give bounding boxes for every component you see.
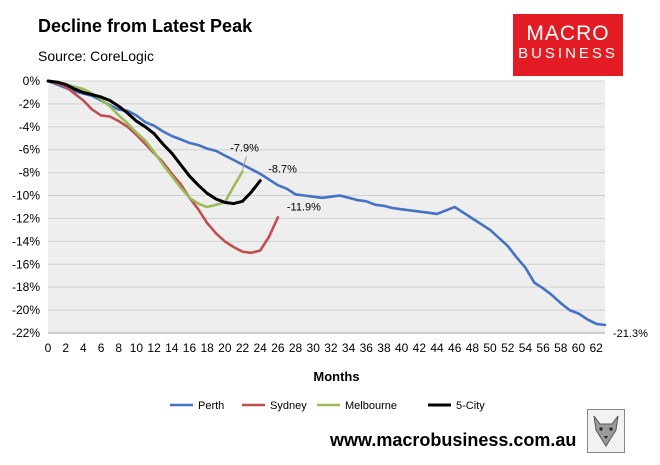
x-tick-label: 38 [377, 341, 391, 355]
plot-area [48, 81, 605, 333]
data-label-melbourne: -7.9% [230, 142, 259, 154]
x-tick-label: 34 [342, 341, 356, 355]
x-tick-label: 56 [536, 341, 550, 355]
data-label-perth: -21.3% [613, 328, 648, 340]
y-tick-label: -18% [12, 280, 40, 294]
x-tick-label: 50 [483, 341, 497, 355]
legend-label-sydney: Sydney [270, 400, 307, 412]
x-tick-label: 28 [289, 341, 303, 355]
x-tick-label: 10 [130, 341, 144, 355]
x-tick-label: 46 [448, 341, 462, 355]
macro-business-logo: MACRO BUSINESS [513, 14, 623, 76]
website-url: www.macrobusiness.com.au [330, 430, 577, 450]
x-tick-label: 12 [147, 341, 161, 355]
x-tick-label: 8 [115, 341, 122, 355]
x-axis-title: Months [313, 369, 359, 384]
wolf-head-icon [587, 409, 625, 453]
logo-line-business: BUSINESS [518, 45, 618, 62]
legend-label-perth: Perth [198, 400, 224, 412]
x-tick-label: 18 [200, 341, 214, 355]
y-tick-label: -10% [12, 189, 40, 203]
y-tick-label: -20% [12, 303, 40, 317]
y-tick-label: -4% [19, 120, 41, 134]
series-line-5-city [46, 79, 262, 206]
x-tick-label: 0 [45, 341, 52, 355]
x-tick-label: 24 [254, 341, 268, 355]
data-label-leader [242, 156, 247, 170]
x-tick-label: 40 [395, 341, 409, 355]
x-tick-label: 16 [183, 341, 197, 355]
x-tick-label: 54 [519, 341, 533, 355]
x-tick-label: 26 [271, 341, 285, 355]
y-tick-label: -22% [12, 326, 40, 340]
x-tick-label: 44 [430, 341, 444, 355]
series-line-melbourne [46, 79, 244, 209]
x-tick-label: 2 [62, 341, 69, 355]
x-tick-label: 4 [80, 341, 87, 355]
data-label-sydney: -11.9% [287, 201, 321, 213]
x-tick-label: 62 [589, 341, 603, 355]
y-tick-label: 0% [23, 74, 41, 88]
series-line-perth [46, 79, 607, 327]
x-tick-label: 6 [98, 341, 105, 355]
y-tick-label: -14% [12, 234, 40, 248]
x-tick-label: 30 [307, 341, 321, 355]
logo-line-macro: MACRO [526, 22, 610, 45]
x-tick-label: 14 [165, 341, 179, 355]
series-line-sydney [46, 79, 280, 255]
x-tick-label: 20 [218, 341, 232, 355]
y-tick-label: -6% [19, 143, 41, 157]
chart-title: Decline from Latest Peak [38, 16, 253, 36]
legend-label-melbourne: Melbourne [345, 400, 397, 412]
y-tick-label: -12% [12, 211, 40, 225]
data-label-5-city: -8.7% [268, 164, 297, 176]
legend-label-5-city: 5-City [456, 400, 485, 412]
x-tick-label: 52 [501, 341, 515, 355]
x-tick-label: 22 [236, 341, 250, 355]
y-tick-label: -2% [19, 97, 41, 111]
x-tick-label: 42 [413, 341, 427, 355]
x-tick-label: 58 [554, 341, 568, 355]
x-tick-label: 32 [324, 341, 338, 355]
y-tick-label: -8% [19, 166, 41, 180]
chart-source: Source: CoreLogic [38, 48, 154, 64]
x-tick-label: 36 [360, 341, 374, 355]
x-tick-label: 48 [466, 341, 480, 355]
y-tick-label: -16% [12, 257, 40, 271]
x-tick-label: 60 [572, 341, 586, 355]
